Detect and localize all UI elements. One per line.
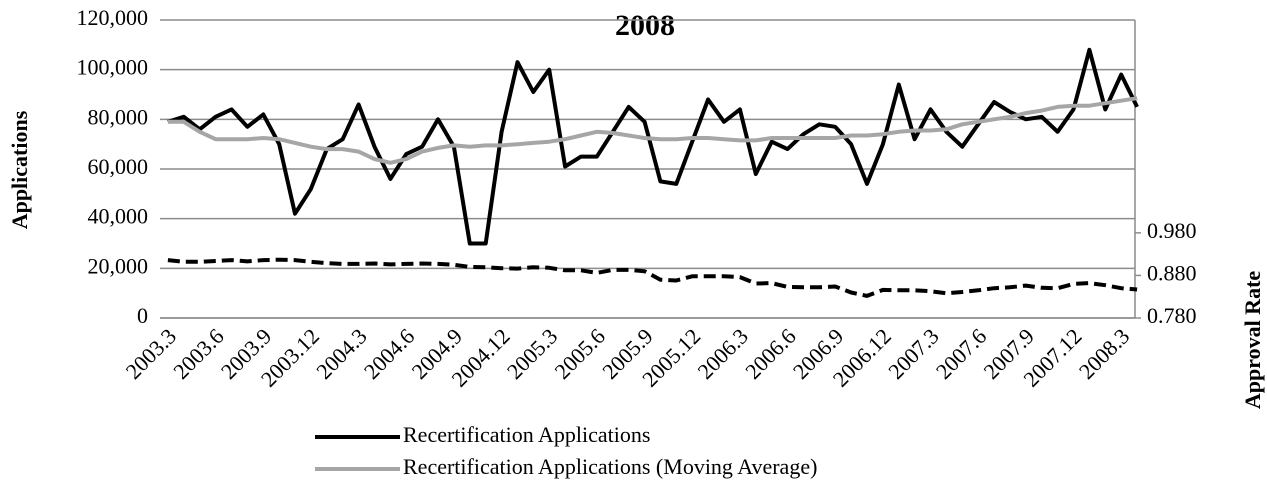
y-tick-label: 20,000 (88, 253, 149, 278)
x-tick-label: 2003.6 (168, 323, 228, 383)
x-tick-label: 2005.3 (502, 323, 562, 383)
x-tick-label: 2004.6 (359, 323, 419, 383)
y-tick-label: 0 (137, 303, 148, 328)
series-line (167, 96, 1138, 165)
chart-title: 2008 (615, 9, 675, 42)
legend-label: Recertification Applications (Moving Ave… (403, 454, 817, 479)
legend-label: Recertification Applications (403, 422, 650, 447)
y-tick-label: 40,000 (88, 204, 149, 229)
x-tick-label: 2007.3 (883, 323, 943, 383)
y-tick-label: 120,000 (77, 5, 149, 30)
y-tick-label: 60,000 (88, 154, 149, 179)
x-tick-label: 2007.6 (931, 323, 991, 383)
x-tick-label: 2004.3 (311, 323, 371, 383)
x-tick-label: 2006.6 (740, 323, 800, 383)
x-tick-label: 2006.3 (693, 323, 753, 383)
y-tick-label: 80,000 (88, 104, 149, 129)
y2-tick-label: 0.980 (1147, 218, 1197, 243)
y-tick-label: 100,000 (77, 55, 149, 80)
y-axis-title: Applications (7, 110, 32, 229)
series-line (167, 257, 1138, 298)
x-tick-label: 2008.3 (1074, 323, 1134, 383)
y2-tick-label: 0.780 (1147, 303, 1197, 328)
x-tick-label: 2003.3 (121, 323, 181, 383)
x-tick-label: 2005.6 (550, 323, 610, 383)
y2-tick-label: 0.880 (1147, 260, 1197, 285)
y2-axis-title: Approval Rate (1240, 271, 1265, 410)
